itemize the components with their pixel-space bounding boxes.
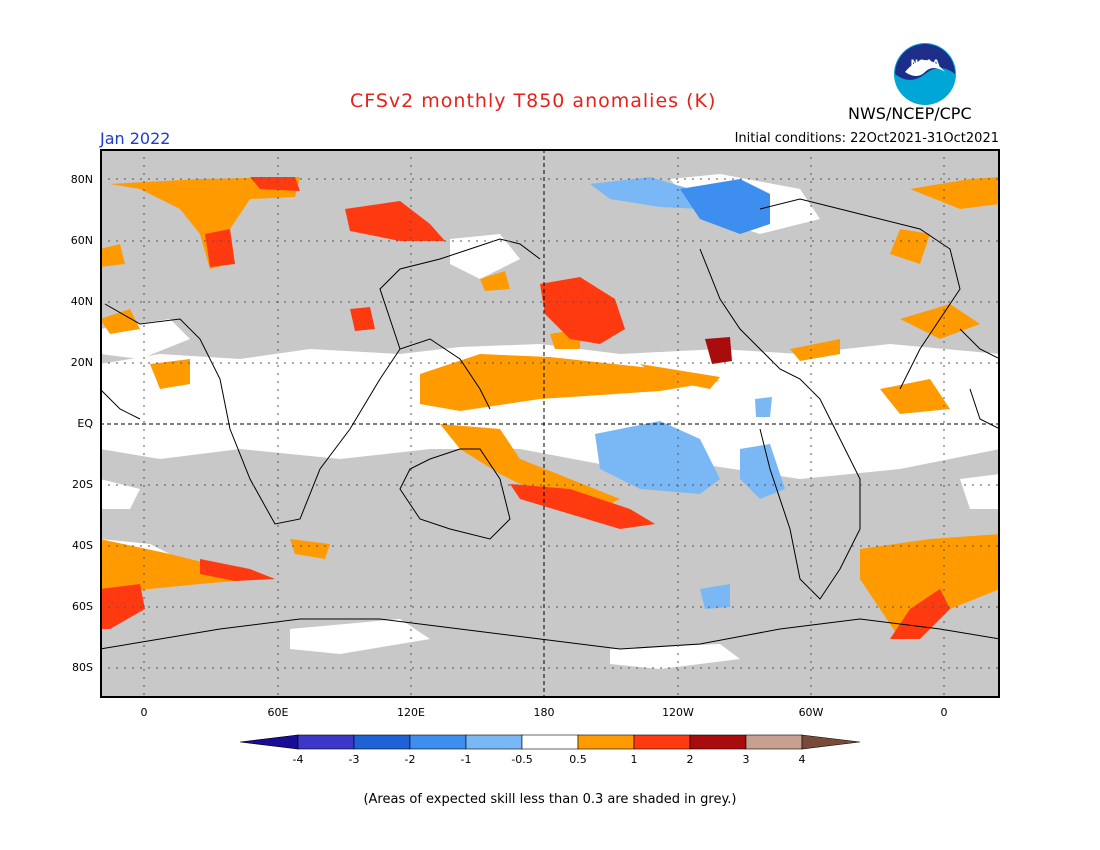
colorbar-swatch <box>297 734 355 750</box>
colorbar: -4 -3 -2 -1 -0.5 0.5 1 2 3 4 <box>240 734 860 766</box>
skill-footnote: (Areas of expected skill less than 0.3 a… <box>363 792 737 807</box>
colorbar-label: -4 <box>293 753 304 766</box>
colorbar-swatch <box>409 734 467 750</box>
colorbar-label: -1 <box>461 753 472 766</box>
blue-regions <box>680 179 770 234</box>
colorbar-swatch <box>353 734 411 750</box>
lon-label: 60W <box>798 706 824 719</box>
lat-label: 20S <box>72 478 93 491</box>
organization-label: NWS/NCEP/CPC <box>848 104 972 123</box>
noaa-logo: NOAA <box>894 43 956 105</box>
lat-label: 80N <box>70 173 93 186</box>
logo-text: NOAA <box>911 59 940 69</box>
colorbar-swatch <box>465 734 523 750</box>
lat-label: 20N <box>70 356 93 369</box>
lat-label: EQ <box>77 417 93 430</box>
darkred-regions <box>705 337 732 364</box>
colorbar-label: 1 <box>631 753 638 766</box>
colorbar-swatch <box>689 734 747 750</box>
colorbar-swatch <box>577 734 635 750</box>
lat-label: 60N <box>70 234 93 247</box>
map-title: CFSv2 monthly T850 anomalies (K) <box>350 90 717 112</box>
colorbar-swatch <box>801 734 860 750</box>
colorbar-label: -0.5 <box>511 753 532 766</box>
initial-conditions: Initial conditions: 22Oct2021-31Oct2021 <box>734 131 999 146</box>
lat-label: 40S <box>72 539 93 552</box>
lon-label: 120W <box>662 706 694 719</box>
lon-label: 120E <box>397 706 425 719</box>
orange-regions <box>100 177 1000 639</box>
colorbar-labels: -4 -3 -2 -1 -0.5 0.5 1 2 3 4 <box>293 753 806 766</box>
map-frame <box>100 149 1000 698</box>
colorbar-swatch <box>240 734 299 750</box>
forecast-month: Jan 2022 <box>100 129 171 148</box>
colorbar-label: -2 <box>405 753 416 766</box>
lon-label: 0 <box>940 706 948 719</box>
red-regions <box>100 177 950 639</box>
lat-label: 80S <box>72 661 93 674</box>
colorbar-swatch <box>521 734 579 750</box>
colorbar-label: -3 <box>349 753 360 766</box>
lon-label: 60E <box>267 706 289 719</box>
colorbar-label: 4 <box>799 753 806 766</box>
grid-lines <box>100 149 1000 698</box>
equator-dateline <box>100 149 1000 698</box>
colorbar-label: 3 <box>743 753 750 766</box>
colorbar-swatch <box>745 734 803 750</box>
coastlines <box>100 198 1000 650</box>
lon-label: 0 <box>140 706 148 719</box>
colorbar-label: 0.5 <box>569 753 587 766</box>
lat-label: 40N <box>70 295 93 308</box>
lat-label: 60S <box>72 600 93 613</box>
anomaly-map <box>100 149 1000 698</box>
lon-label: 180 <box>533 706 555 719</box>
colorbar-swatch <box>633 734 691 750</box>
colorbar-swatches <box>240 734 860 750</box>
colorbar-label: 2 <box>687 753 694 766</box>
